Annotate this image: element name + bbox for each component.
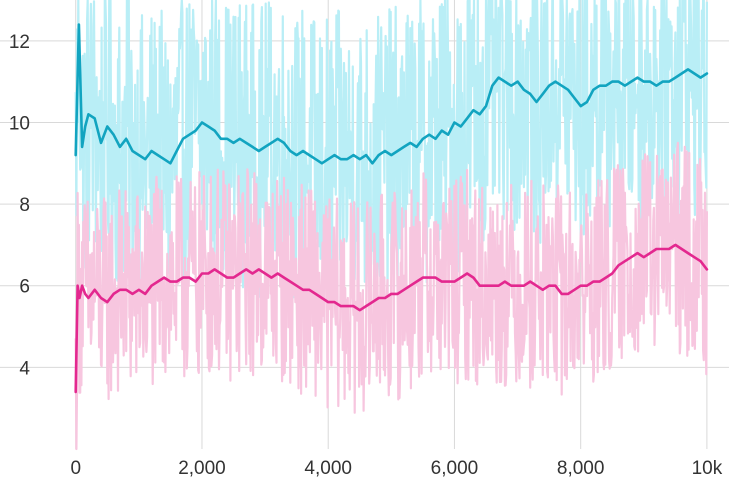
axis-layer: 4 6 8 10 12 0 2,000 4,000 6,000 8,000 10k — [9, 32, 723, 479]
smoothed-series-layer — [74, 23, 709, 394]
series-line-magenta — [74, 243, 709, 394]
raw-series-layer — [74, 0, 708, 451]
x-tick-label: 8,000 — [557, 458, 605, 479]
x-tick-label: 0 — [70, 458, 81, 479]
x-tick-label: 6,000 — [431, 458, 479, 479]
y-tick-label: 6 — [19, 277, 30, 298]
raw-series-line — [74, 141, 708, 451]
x-tick-label: 2,000 — [178, 458, 226, 479]
y-tick-label: 4 — [19, 358, 30, 379]
y-tick-label: 10 — [9, 113, 30, 134]
x-tick-label: 10k — [692, 458, 723, 479]
y-tick-label: 12 — [9, 32, 30, 53]
series-line-cyan — [74, 23, 709, 165]
y-tick-label: 8 — [19, 195, 30, 216]
x-tick-label: 4,000 — [304, 458, 352, 479]
